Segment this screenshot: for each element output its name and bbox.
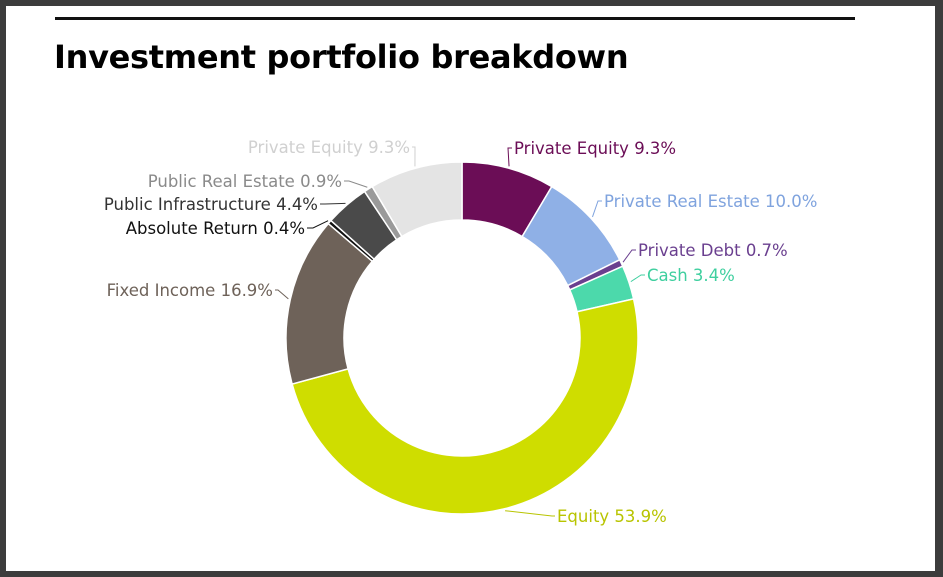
leader-line-fixed-income-5	[275, 289, 289, 300]
data-label-private-equity-0: Private Equity 9.3%	[514, 139, 676, 158]
title-rule	[55, 17, 855, 20]
leader-line-private-real-estate-1	[592, 200, 602, 218]
data-label-fixed-income-5: Fixed Income 16.9%	[107, 281, 273, 300]
slice-private-equity-9	[371, 161, 463, 238]
leader-line-private-equity-0	[507, 147, 512, 167]
leader-lines	[275, 146, 645, 517]
data-labels: Private Equity 9.3% Private Real Estate 1…	[104, 138, 818, 526]
data-label-private-debt-2: Private Debt 0.7%	[638, 241, 788, 260]
data-label-private-real-estate-1: Private Real Estate 10.0%	[604, 192, 817, 211]
data-label-private-equity-9: Private Equity 9.3%	[248, 138, 410, 157]
leader-line-public-real-estate-8	[344, 180, 368, 188]
data-label-public-real-estate-8: Public Real Estate 0.9%	[148, 172, 342, 191]
leader-line-private-debt-2	[622, 249, 636, 263]
leader-line-private-equity-9	[412, 146, 416, 167]
leader-line-equity-4	[505, 510, 555, 517]
data-label-public-infrastructure-7: Public Infrastructure 4.4%	[104, 195, 318, 214]
data-label-absolute-return-6: Absolute Return 0.4%	[126, 219, 305, 238]
donut-slices	[285, 161, 639, 515]
leader-line-public-infrastructure-7	[320, 202, 346, 205]
chart-title: Investment portfolio breakdown	[54, 38, 629, 76]
leader-line-cash-3	[630, 274, 645, 283]
data-label-cash-3: Cash 3.4%	[647, 266, 735, 285]
leader-line-absolute-return-6	[307, 220, 329, 229]
slice-equity-4	[291, 297, 639, 515]
data-label-equity-4: Equity 53.9%	[557, 507, 667, 526]
